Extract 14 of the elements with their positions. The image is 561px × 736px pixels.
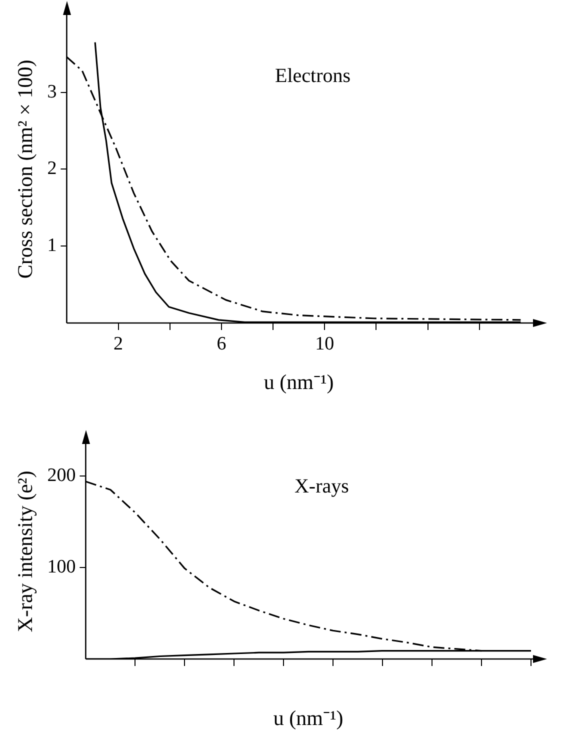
- x-axis-title: u (nm⁻¹): [264, 370, 334, 394]
- x-axis-title: u (nm⁻¹): [273, 706, 344, 730]
- x-tick-label: 10: [315, 333, 334, 354]
- y-tick-label: 100: [47, 556, 76, 578]
- y-tick-label: 2: [47, 158, 57, 180]
- y-tick-label: 3: [47, 81, 57, 102]
- y-tick-label: 200: [47, 465, 76, 486]
- y-axis-title: Cross section (nm² × 100): [13, 60, 38, 279]
- x-tick-label: 6: [216, 333, 226, 354]
- y-tick-label: 1: [47, 235, 57, 256]
- text: Electrons: [275, 65, 351, 88]
- y-axis-title: X-ray intensity (e²): [13, 470, 38, 632]
- x-tick-label: 2: [114, 333, 124, 354]
- text: X-rays: [294, 475, 350, 498]
